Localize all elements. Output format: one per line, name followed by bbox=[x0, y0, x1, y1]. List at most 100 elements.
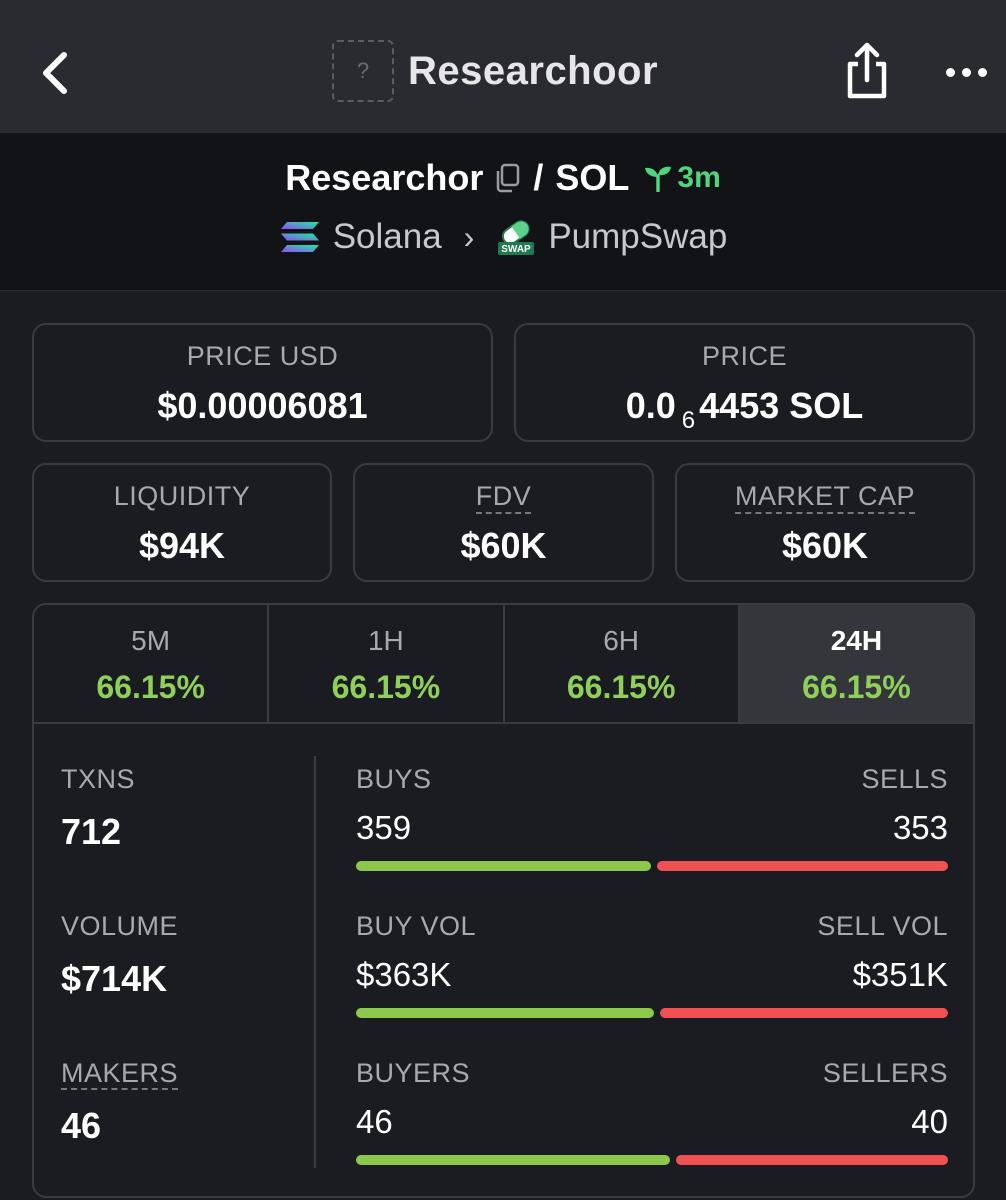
fdv-label-text: FDV bbox=[475, 481, 532, 514]
market-cap-value: $60K bbox=[781, 525, 869, 566]
column-divider bbox=[314, 756, 316, 1168]
liquidity-value: $94K bbox=[138, 525, 226, 566]
sellers-bar-fill bbox=[675, 1155, 948, 1165]
price-native-label: PRICE bbox=[701, 341, 788, 371]
buys-label: BUYS bbox=[356, 764, 432, 794]
dex-name: PumpSwap bbox=[548, 217, 728, 256]
pair-header: Researchor / SOL 3m bbox=[0, 133, 1006, 291]
volume-label: VOLUME bbox=[61, 911, 179, 941]
volume-value: $714K bbox=[61, 958, 168, 999]
breadcrumb-chevron-icon: › bbox=[463, 218, 475, 255]
buys-sells-bar bbox=[356, 861, 948, 871]
share-icon bbox=[847, 42, 887, 99]
price-usd-value: $0.00006081 bbox=[157, 385, 368, 426]
pumpswap-logo-icon: SWAP bbox=[498, 220, 535, 255]
buyers-value: 46 bbox=[356, 1103, 393, 1140]
price-native-prefix: 0.0 bbox=[625, 385, 676, 426]
tab-label: 5M bbox=[131, 625, 171, 656]
buy-vol-label: BUY VOL bbox=[356, 911, 477, 941]
fdv-value: $60K bbox=[460, 525, 547, 566]
market-cap-label-text: MARKET CAP bbox=[734, 481, 916, 514]
more-horizontal-icon bbox=[945, 67, 955, 77]
dex-link-pumpswap[interactable]: SWAP PumpSwap bbox=[496, 217, 727, 257]
totals-column: TXNS 712 VOLUME $714K MAKERS 46 bbox=[34, 724, 314, 1196]
price-native-value: 0.0 6 4453 SOL bbox=[516, 385, 973, 435]
quote-token-symbol: SOL bbox=[555, 157, 630, 198]
buyers-bar-fill bbox=[356, 1155, 670, 1165]
buyers-sellers-bar bbox=[356, 1155, 948, 1165]
buy-sell-volume-bar bbox=[356, 1008, 948, 1018]
buys-bar-fill bbox=[356, 861, 652, 871]
sell-vol-label: SELL VOL bbox=[817, 911, 948, 941]
solana-logo-icon bbox=[280, 222, 319, 252]
txns-value: 712 bbox=[61, 811, 122, 852]
tab-price-change: 66.15% bbox=[331, 669, 441, 705]
makers-label: MAKERS bbox=[61, 1058, 179, 1090]
price-native-suffix: 4453 SOL bbox=[699, 385, 864, 426]
tab-price-change: 66.15% bbox=[802, 669, 911, 705]
pair-age: 3m bbox=[677, 161, 721, 194]
dex-badge-text: SWAP bbox=[502, 244, 532, 255]
buyers-sellers-split: BUYERS SELLERS 46 40 bbox=[356, 1058, 948, 1165]
page-title: Researchoor bbox=[408, 48, 659, 93]
makers-metric[interactable]: MAKERS 46 bbox=[61, 1058, 179, 1147]
liquidity-card: LIQUIDITY $94K bbox=[32, 463, 332, 582]
back-button[interactable] bbox=[30, 45, 80, 101]
more-dot bbox=[961, 67, 971, 77]
sellers-value: 40 bbox=[911, 1103, 948, 1140]
sellers-label: SELLERS bbox=[822, 1058, 948, 1088]
buys-value: 359 bbox=[356, 809, 412, 846]
sells-bar-fill bbox=[657, 861, 948, 871]
tab-label: 6H bbox=[603, 625, 640, 656]
tab-6h[interactable]: 6H 66.15% bbox=[505, 605, 740, 722]
txns-label: TXNS bbox=[61, 764, 136, 794]
stats-panel: 5M 66.15% 1H 66.15% 6H 66.15% 24H 66.15%… bbox=[32, 603, 975, 1198]
breadcrumb: Solana › SWAP PumpSwap bbox=[0, 217, 1006, 257]
pair-title: Researchor / SOL 3m bbox=[0, 157, 1006, 199]
chevron-left-icon bbox=[43, 52, 67, 94]
price-usd-card: PRICE USD $0.00006081 bbox=[32, 323, 493, 442]
buys-sells-split: BUYS SELLS 359 353 bbox=[356, 764, 948, 871]
price-native-card: PRICE 0.0 6 4453 SOL bbox=[514, 323, 975, 442]
tab-price-change: 66.15% bbox=[96, 669, 205, 705]
base-token-symbol: Researchor bbox=[285, 157, 484, 198]
share-button[interactable] bbox=[838, 38, 896, 106]
more-options-button[interactable] bbox=[936, 50, 996, 94]
tab-1h[interactable]: 1H 66.15% bbox=[269, 605, 505, 722]
txns-metric: TXNS 712 bbox=[61, 764, 135, 853]
tab-5m[interactable]: 5M 66.15% bbox=[34, 605, 270, 722]
sells-value: 353 bbox=[892, 809, 948, 846]
makers-value: 46 bbox=[61, 1105, 102, 1146]
price-native-zero-count: 6 bbox=[681, 407, 696, 434]
sell-vol-bar-fill bbox=[659, 1008, 948, 1018]
fdv-card[interactable]: FDV $60K bbox=[353, 463, 654, 582]
pair-age-badge: 3m bbox=[643, 161, 721, 195]
market-cap-label: MARKET CAP bbox=[677, 481, 973, 514]
price-usd-label: PRICE USD bbox=[186, 341, 339, 371]
nav-title-group: ? Researchoor bbox=[332, 40, 658, 102]
buy-vol-value: $363K bbox=[356, 956, 452, 993]
more-dot bbox=[977, 67, 987, 77]
chain-name: Solana bbox=[332, 217, 442, 256]
fdv-label: FDV bbox=[355, 481, 652, 514]
volume-metric: VOLUME $714K bbox=[61, 911, 178, 1000]
sells-label: SELLS bbox=[861, 764, 948, 794]
nav-bar: ? Researchoor bbox=[0, 0, 1006, 133]
buy-vol-bar-fill bbox=[356, 1008, 654, 1018]
copy-icon[interactable] bbox=[493, 163, 521, 193]
tab-price-change: 66.15% bbox=[566, 669, 676, 705]
liquidity-label: LIQUIDITY bbox=[113, 481, 251, 511]
sell-vol-value: $351K bbox=[852, 956, 948, 993]
token-logo-placeholder: ? bbox=[332, 40, 394, 102]
tab-24h[interactable]: 24H 66.15% bbox=[739, 605, 973, 722]
market-cap-card[interactable]: MARKET CAP $60K bbox=[675, 463, 975, 582]
pair-separator: / bbox=[533, 157, 544, 198]
makers-label-text: MAKERS bbox=[61, 1058, 179, 1090]
tab-label: 1H bbox=[367, 625, 404, 656]
tab-label: 24H bbox=[830, 625, 883, 656]
buy-sell-volume-split: BUY VOL SELL VOL $363K $351K bbox=[356, 911, 948, 1018]
sprout-icon bbox=[645, 166, 672, 192]
buyers-label: BUYERS bbox=[356, 1058, 471, 1088]
chain-link-solana[interactable]: Solana bbox=[279, 217, 442, 257]
timeframe-tabs: 5M 66.15% 1H 66.15% 6H 66.15% 24H 66.15% bbox=[34, 605, 973, 724]
